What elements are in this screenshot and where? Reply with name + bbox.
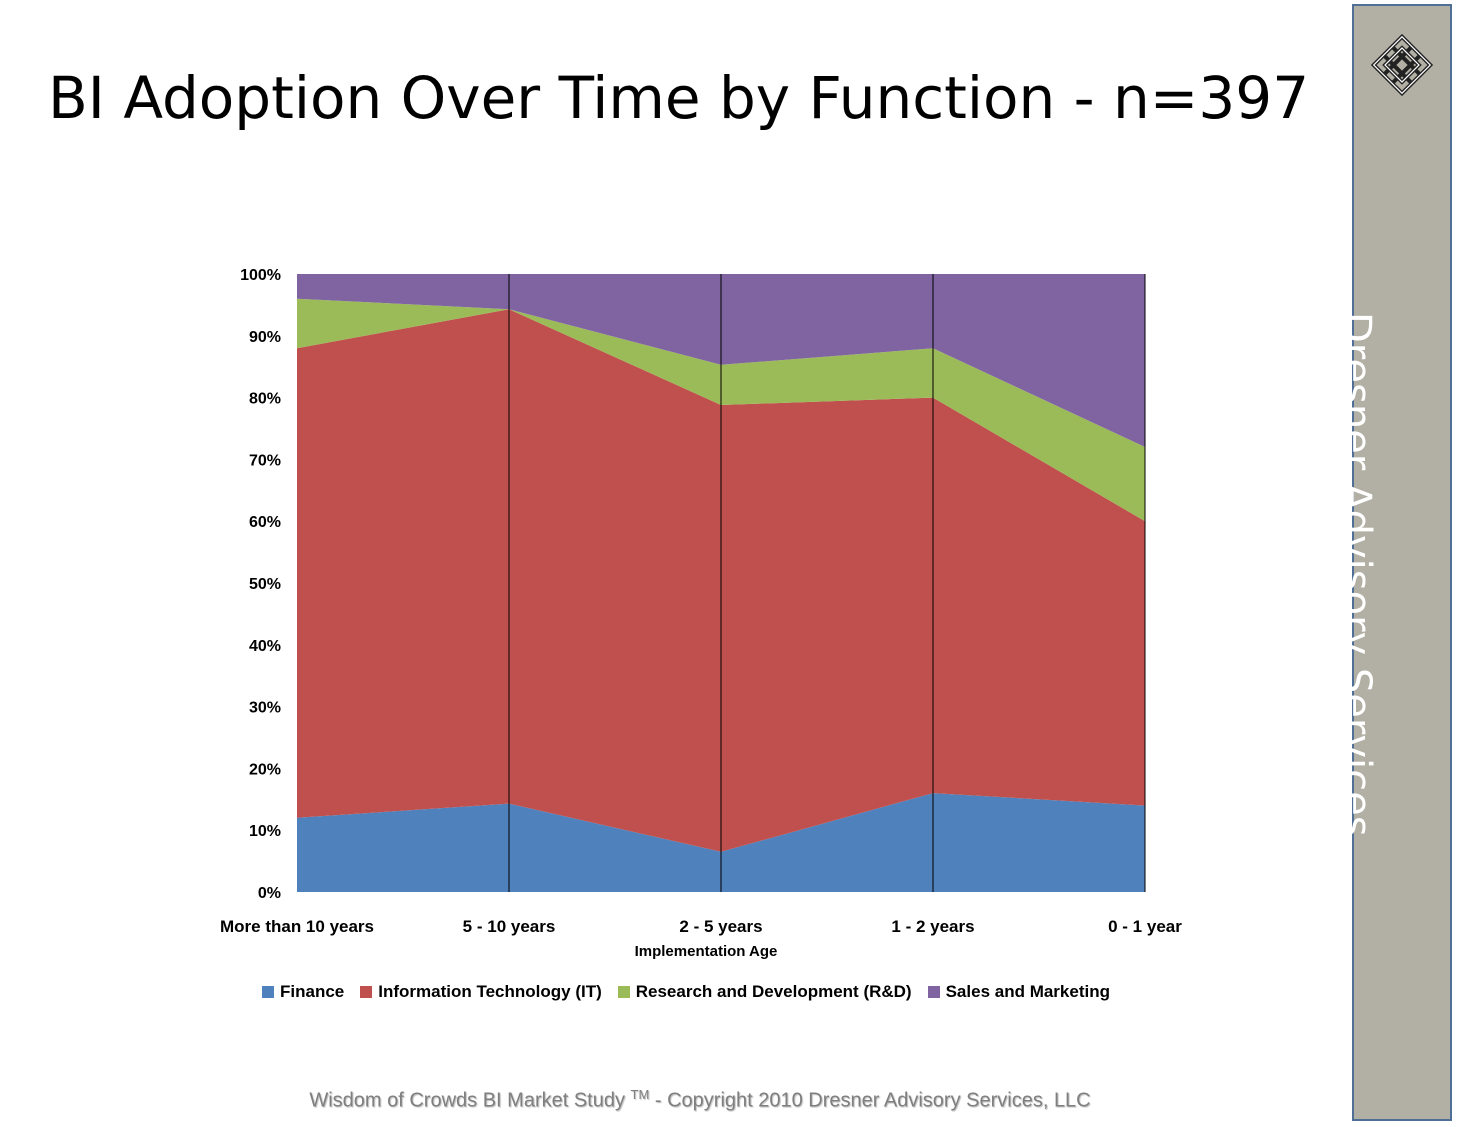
- legend-item: Finance: [262, 982, 344, 1002]
- brand-sidebar: Dresner Advisory Services: [1333, 4, 1452, 1121]
- y-tick-label: 90%: [249, 329, 281, 346]
- x-tick-label: 1 - 2 years: [891, 917, 974, 936]
- area-chart: 0% 10% 20% 30% 40% 50% 60% 70% 80% 90% 100% More t…: [220, 267, 1182, 960]
- endless-knot-logo-icon: [1370, 33, 1434, 97]
- x-tick-label: More than 10 years: [220, 917, 374, 936]
- y-axis-ticks: 0% 10% 20% 30% 40% 50% 60% 70% 80% 90% 100%: [240, 267, 281, 902]
- footer-study-name: Wisdom of Crowds BI Market Study: [309, 1089, 631, 1112]
- footer-copyright: - Copyright 2010 Dresner Advisory Servic…: [649, 1089, 1091, 1112]
- y-tick-label: 20%: [249, 761, 281, 778]
- x-tick-label: 0 - 1 year: [1108, 917, 1182, 936]
- y-tick-label: 0%: [258, 885, 281, 902]
- x-tick-label: 5 - 10 years: [463, 917, 556, 936]
- footer-trademark: TM: [630, 1087, 650, 1102]
- legend-swatch: [617, 986, 630, 998]
- legend-item: Sales and Marketing: [927, 982, 1110, 1002]
- legend-swatch: [927, 986, 940, 998]
- y-tick-label: 10%: [249, 823, 281, 840]
- y-tick-label: 80%: [249, 391, 281, 408]
- legend-label: Research and Development (R&D): [635, 982, 912, 1001]
- x-axis-label: Implementation Age: [635, 943, 778, 960]
- legend-label: Sales and Marketing: [945, 982, 1110, 1001]
- chart-legend: Finance Information Technology (IT) Resear…: [262, 980, 1110, 1004]
- y-tick-label: 40%: [249, 638, 281, 655]
- y-tick-label: 50%: [249, 576, 281, 593]
- copyright-footer: Wisdom of Crowds BI Market Study TM - Co…: [0, 1087, 1400, 1113]
- y-tick-label: 100%: [240, 267, 281, 284]
- y-tick-label: 70%: [249, 452, 281, 469]
- x-tick-label: 2 - 5 years: [679, 917, 762, 936]
- legend-item: Research and Development (R&D): [617, 982, 912, 1002]
- y-tick-label: 30%: [249, 700, 281, 717]
- y-tick-label: 60%: [249, 514, 281, 531]
- legend-swatch: [262, 986, 274, 998]
- category-gridlines: [508, 274, 1146, 892]
- legend-item: Information Technology (IT): [360, 982, 602, 1002]
- slide-title: BI Adoption Over Time by Function - n=39…: [48, 64, 1310, 132]
- legend-swatch: [360, 986, 373, 998]
- x-axis-ticks: More than 10 years 5 - 10 years 2 - 5 year…: [220, 917, 1182, 936]
- legend-label: Information Technology (IT): [378, 982, 602, 1001]
- legend-label: Finance: [280, 982, 345, 1001]
